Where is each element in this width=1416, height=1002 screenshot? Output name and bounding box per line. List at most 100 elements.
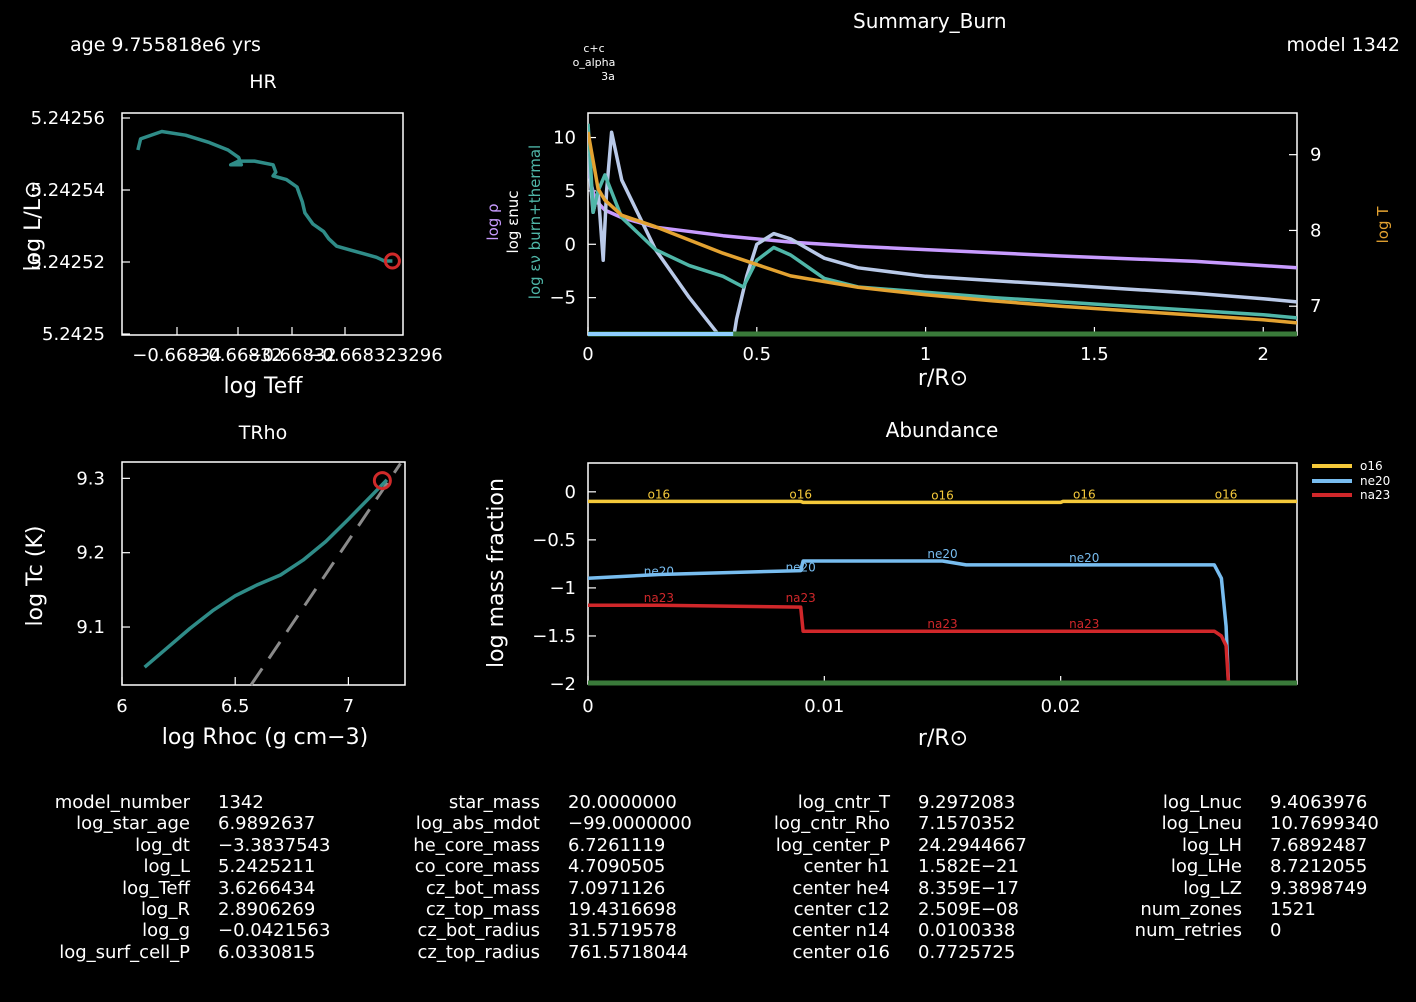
stat-value: 6.7261119 <box>568 834 666 856</box>
stat-label: log_cntr_Rho <box>773 813 890 835</box>
abund-legend-label: na23 <box>1360 488 1390 502</box>
abund-series-line <box>588 603 1231 685</box>
stats-row: co_core_mass 4.7090505 <box>370 856 692 877</box>
abund-ytick-label: −2 <box>549 674 576 695</box>
stats-row: cz_bot_radius 31.5719578 <box>370 920 692 941</box>
stats-row: model_number 1342 <box>20 792 330 813</box>
abund-ytick-label: −1 <box>549 578 576 599</box>
stat-label: center h1 <box>803 856 891 878</box>
stat-label: log_LZ <box>1183 877 1242 899</box>
stat-value: 7.0971126 <box>568 877 666 899</box>
burn-label-cc: c+c <box>583 42 604 55</box>
stat-value: 6.0330815 <box>218 941 316 963</box>
stats-row: cz_top_mass 19.4316698 <box>370 899 692 920</box>
abund-xlabel: r/R⊙ <box>918 726 968 751</box>
burn-xtick-label: 0 <box>582 344 593 365</box>
abund-xtick-label: 0 <box>582 696 593 717</box>
burn-ylabel: log εnuc <box>504 190 522 253</box>
burn-rtick-label: 9 <box>1310 145 1321 166</box>
stats-row: star_mass 20.0000000 <box>370 792 692 813</box>
stat-label: cz_bot_mass <box>425 877 540 899</box>
abund-line-label: o16 <box>789 487 812 501</box>
hr-frame <box>121 112 404 336</box>
hr-ytick-label: 5.2425 <box>42 324 105 345</box>
stat-value: −3.3837543 <box>218 834 331 856</box>
stat-label: log_dt <box>135 834 190 856</box>
stat-label: center he4 <box>792 877 890 899</box>
stat-value: 20.0000000 <box>568 792 677 813</box>
stats-row: log_R 2.8906269 <box>20 899 330 920</box>
stat-value: 24.2944667 <box>918 834 1027 856</box>
burn-rtick-label: 7 <box>1310 296 1321 317</box>
stat-value: 9.3898749 <box>1270 877 1368 899</box>
trho-xtick-label: 7 <box>343 696 354 717</box>
abund-series-line <box>587 559 1231 685</box>
trho-frame <box>121 461 406 686</box>
stat-value: 2.8906269 <box>218 899 316 921</box>
stats-row: log_Lnuc 9.4063976 <box>1100 792 1379 813</box>
abund-line-label: o16 <box>1073 487 1096 501</box>
stats-row: center h1 1.582E−21 <box>740 856 1027 877</box>
trho-xlabel: log Rhoc (g cm−3) <box>162 725 368 750</box>
stat-label: cz_bot_radius <box>417 920 540 942</box>
abund-title: Abundance <box>886 418 999 442</box>
stat-label: center c12 <box>793 899 890 921</box>
abund-line-label: ne20 <box>1069 551 1099 565</box>
stat-label: log_cntr_T <box>797 792 890 813</box>
stat-value: 31.5719578 <box>568 920 677 942</box>
stat-value: 9.2972083 <box>918 792 1016 813</box>
stat-value: −99.0000000 <box>568 813 692 835</box>
stats-row: num_retries 0 <box>1100 920 1379 941</box>
abund-ytick-label: −1.5 <box>532 626 576 647</box>
trho-ylabel: log Tc (K) <box>23 526 48 627</box>
hr-xtick-label: −0.66832 <box>193 345 283 366</box>
stats-row: log_center_P 24.2944667 <box>740 835 1027 856</box>
stat-value: 6.9892637 <box>218 813 316 835</box>
trho-current-marker <box>372 471 392 491</box>
stats-row: log_LHe 8.7212055 <box>1100 856 1379 877</box>
stat-value: 8.359E−17 <box>918 877 1019 899</box>
stat-label: num_retries <box>1134 920 1242 942</box>
burn-right-ylabel: log T <box>1374 206 1392 244</box>
stats-row: log_abs_mdot −99.0000000 <box>370 813 692 834</box>
hr-xtick-label: −0.66834 <box>132 345 222 366</box>
burn-ytick-label: 10 <box>553 128 576 149</box>
stats-row: center o16 0.7725725 <box>740 942 1027 963</box>
stat-label: center o16 <box>792 941 890 963</box>
stats-row: log_cntr_Rho 7.1570352 <box>740 813 1027 834</box>
stats-row: log_Lneu 10.7699340 <box>1100 813 1379 834</box>
burn-ylabel: log εν burn+thermal <box>526 145 544 299</box>
stat-label: log_surf_cell_P <box>59 941 190 963</box>
stat-label: log_Lnuc <box>1162 792 1242 813</box>
stat-label: log_Lneu <box>1161 813 1242 835</box>
stat-label: log_LHe <box>1170 856 1242 878</box>
burn-ytick-label: −5 <box>549 288 576 309</box>
trho-ytick-label: 9.3 <box>76 468 105 489</box>
hr-ytick-label: 5.24252 <box>31 252 105 273</box>
stat-label: model_number <box>54 792 190 813</box>
burn-series-line <box>588 130 1297 335</box>
stat-value: 1342 <box>218 792 264 813</box>
abund-ylabel: log mass fraction <box>484 478 509 668</box>
page-title: Summary_Burn <box>853 9 1007 33</box>
stats-row: log_dt −3.3837543 <box>20 835 330 856</box>
stat-value: 9.4063976 <box>1270 792 1368 813</box>
hr-ylabel: log L/L⊙ <box>21 181 46 272</box>
stat-label: num_zones <box>1140 899 1242 921</box>
stats-row: center n14 0.0100338 <box>740 920 1027 941</box>
burn-ytick-label: 5 <box>565 181 576 202</box>
burn-label-oalpha: o_alpha <box>573 56 616 69</box>
burn-xtick-label: 1.5 <box>1080 344 1109 365</box>
burn-xtick-label: 1 <box>920 344 931 365</box>
burn-series-line <box>588 169 1297 270</box>
abund-xtick-label: 0.01 <box>804 696 844 717</box>
stats-row: center he4 8.359E−17 <box>740 878 1027 899</box>
hr-ytick-label: 5.24256 <box>31 108 105 129</box>
abund-ytick-label: 0 <box>565 482 576 503</box>
stats-row: log_g −0.0421563 <box>20 920 330 941</box>
hr-current-marker <box>383 252 401 270</box>
stat-label: log_L <box>143 856 190 878</box>
stat-value: 10.7699340 <box>1270 813 1379 835</box>
stat-label: log_R <box>141 899 190 921</box>
